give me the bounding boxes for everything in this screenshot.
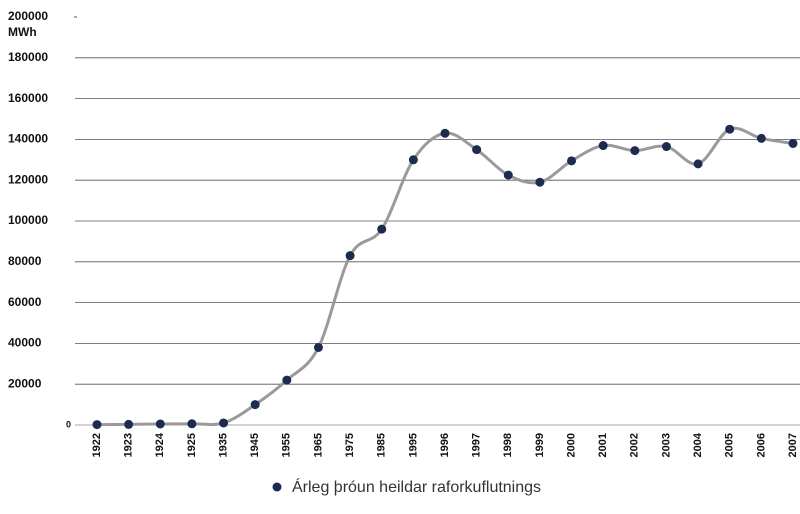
point (124, 419, 134, 429)
x-tick-label: 1945 (249, 433, 261, 457)
point (535, 177, 545, 187)
legend-marker (272, 482, 282, 492)
y-tick-label: 120000 (8, 172, 48, 186)
y-unit-label: MWh (8, 25, 37, 39)
x-tick-label: 1922 (91, 433, 103, 457)
legend-label: Árleg þróun heildar raforkuflutnings (292, 477, 541, 496)
y-tick-label: 20000 (8, 376, 42, 390)
point (440, 128, 450, 138)
point (155, 419, 165, 429)
point (219, 418, 229, 428)
x-tick-label: 2007 (787, 433, 799, 457)
point (725, 124, 735, 134)
x-tick-label: 1999 (534, 433, 546, 457)
y-tick-label: 60000 (8, 295, 42, 309)
point (756, 133, 766, 143)
y-tick-label: 80000 (8, 254, 42, 268)
x-tick-label: 1955 (281, 433, 293, 457)
x-tick-label: 2001 (597, 433, 609, 457)
x-tick-label: 2004 (692, 432, 704, 457)
x-tick-label: 1965 (312, 433, 324, 457)
point (345, 251, 355, 261)
y-tick-label: 160000 (8, 91, 48, 105)
point (567, 156, 577, 166)
x-tick-label: 1935 (217, 433, 229, 457)
point (313, 342, 323, 352)
point (92, 420, 102, 430)
x-tick-label: 2000 (565, 433, 577, 457)
x-tick-label: 1995 (407, 433, 419, 457)
point (408, 155, 418, 165)
y-tick-label: 100000 (8, 213, 48, 227)
y-tick-label: 180000 (8, 50, 48, 64)
point (788, 138, 798, 148)
x-tick-label: 1998 (502, 433, 514, 457)
y-tick-label: 140000 (8, 132, 48, 146)
y-tick-label: 200000 (8, 9, 48, 23)
x-tick-label: 1975 (344, 433, 356, 457)
y-tick-label: 40000 (8, 336, 42, 350)
line (96, 126, 794, 427)
x-tick-label: 1923 (123, 433, 135, 457)
point (693, 159, 703, 169)
y-tick-label: 0 (66, 419, 71, 429)
x-tick-label: 1997 (471, 433, 483, 457)
point (377, 224, 387, 234)
point (282, 375, 292, 385)
x-tick-label: 1924 (154, 432, 166, 457)
x-tick-label: 1996 (439, 433, 451, 457)
point (503, 170, 513, 180)
point (598, 141, 608, 151)
x-tick-label: 2005 (724, 433, 736, 457)
x-tick-label: 2003 (660, 433, 672, 457)
point (661, 142, 671, 152)
x-tick-label: 1985 (376, 433, 388, 457)
point (630, 146, 640, 156)
x-tick-label: 1925 (186, 433, 198, 457)
x-tick-label: 2002 (629, 433, 641, 457)
point (472, 145, 482, 155)
x-tick-label: 2006 (755, 433, 767, 457)
point (250, 400, 260, 410)
point (187, 419, 197, 429)
